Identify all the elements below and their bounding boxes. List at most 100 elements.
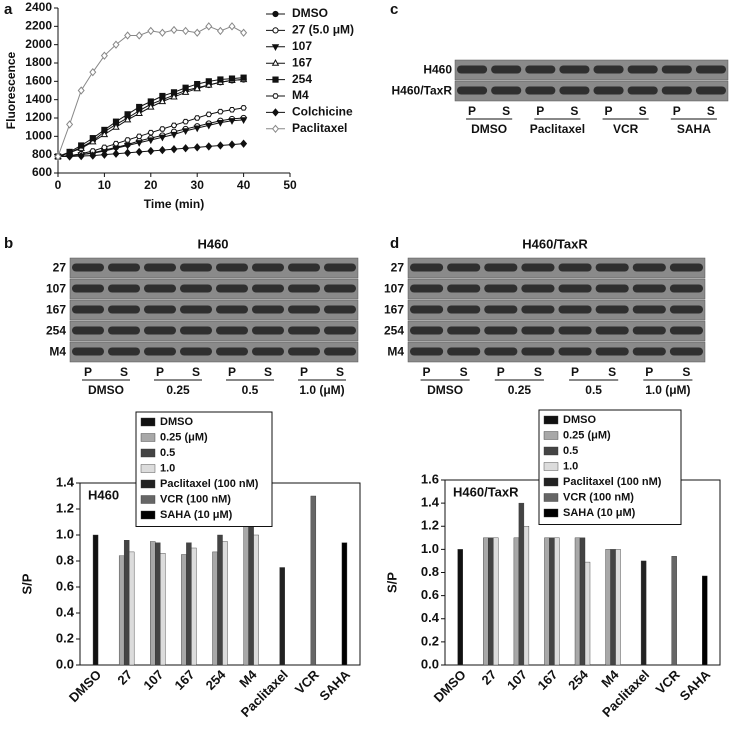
blot-band bbox=[288, 284, 320, 293]
legend-marker bbox=[271, 108, 280, 117]
data-point bbox=[147, 137, 155, 145]
blot-strip bbox=[69, 320, 359, 342]
data-point bbox=[217, 76, 224, 83]
x-tick-label: SAHA bbox=[316, 667, 353, 704]
lane-label: P bbox=[300, 365, 308, 379]
data-point bbox=[112, 123, 120, 130]
y-tick-label: 1000 bbox=[25, 129, 52, 143]
blot-row-label: M4 bbox=[49, 345, 66, 359]
lane-label: S bbox=[707, 104, 715, 118]
bar bbox=[123, 540, 130, 666]
bar bbox=[523, 526, 530, 666]
y-tick-label: 1.4 bbox=[421, 495, 440, 510]
bar bbox=[640, 560, 647, 666]
bar bbox=[549, 537, 555, 666]
data-point bbox=[240, 105, 247, 111]
blot-band bbox=[180, 305, 212, 314]
blot-strip bbox=[407, 257, 706, 279]
data-point bbox=[66, 120, 74, 129]
y-tick-label: 0.6 bbox=[421, 587, 439, 602]
blot-band bbox=[72, 263, 104, 272]
data-point bbox=[170, 92, 178, 100]
blot-band bbox=[324, 263, 356, 272]
blot-band bbox=[108, 326, 140, 335]
data-point bbox=[100, 51, 108, 60]
plot-label: H460 bbox=[88, 487, 119, 502]
bar bbox=[222, 541, 228, 666]
group-label: 0.25 bbox=[508, 383, 532, 397]
data-point bbox=[124, 148, 132, 157]
blot-band bbox=[108, 305, 140, 314]
blot-band bbox=[108, 347, 140, 356]
lane-label: S bbox=[682, 365, 690, 379]
lane-label: S bbox=[570, 104, 578, 118]
blot-band bbox=[410, 284, 444, 293]
blot-band bbox=[108, 284, 140, 293]
legend-swatch bbox=[543, 462, 559, 471]
data-point bbox=[239, 117, 248, 124]
data-point bbox=[193, 28, 201, 37]
data-point bbox=[228, 106, 236, 113]
data-point bbox=[77, 151, 85, 161]
blot-band bbox=[491, 86, 522, 95]
blot-band bbox=[447, 305, 481, 314]
data-point bbox=[193, 125, 201, 133]
blot-band bbox=[559, 65, 590, 74]
blot-band bbox=[484, 263, 518, 272]
blot-strip bbox=[407, 341, 706, 363]
lane-label: P bbox=[497, 365, 505, 379]
y-tick-label: 1400 bbox=[25, 92, 52, 106]
blot-band bbox=[288, 347, 320, 356]
data-point bbox=[159, 92, 166, 100]
lane-label: S bbox=[264, 365, 272, 379]
data-point bbox=[77, 86, 85, 95]
group-label: 1.0 (μM) bbox=[299, 383, 344, 397]
data-point bbox=[147, 129, 154, 136]
y-tick-label: 0.4 bbox=[421, 610, 440, 625]
lane-label: S bbox=[639, 104, 647, 118]
legend-swatch bbox=[140, 433, 156, 442]
x-tick-label: 50 bbox=[283, 178, 297, 192]
group-label: SAHA bbox=[677, 122, 711, 136]
y-tick-label: 1200 bbox=[25, 110, 52, 124]
data-point bbox=[216, 26, 224, 36]
bar bbox=[253, 534, 259, 666]
panel-label: b bbox=[4, 235, 13, 252]
data-point bbox=[205, 22, 213, 31]
data-point bbox=[205, 122, 213, 130]
blot-band bbox=[447, 347, 481, 356]
data-point bbox=[54, 152, 62, 161]
lane-label: P bbox=[605, 104, 613, 118]
group-label: 1.0 (μM) bbox=[645, 383, 690, 397]
data-point bbox=[89, 68, 97, 77]
blot-band bbox=[521, 284, 555, 293]
bar bbox=[181, 554, 187, 666]
blot-band bbox=[288, 263, 320, 272]
data-point bbox=[194, 80, 201, 88]
lane-label: P bbox=[468, 104, 476, 118]
legend-label: 254 bbox=[292, 72, 312, 86]
lane-label: S bbox=[502, 104, 510, 118]
data-point bbox=[123, 142, 132, 150]
blot-band bbox=[558, 263, 592, 272]
legend-label: VCR (100 nM) bbox=[160, 493, 231, 505]
x-tick-label: 167 bbox=[535, 667, 561, 693]
legend-label: DMSO bbox=[292, 6, 328, 20]
data-point bbox=[135, 109, 143, 116]
blot-band bbox=[595, 347, 629, 356]
blot-strip bbox=[407, 299, 706, 321]
y-tick-label: 1600 bbox=[25, 74, 52, 88]
lane-label: S bbox=[336, 365, 344, 379]
bar bbox=[605, 549, 611, 666]
y-tick-label: 0.4 bbox=[56, 604, 75, 619]
bar bbox=[243, 521, 249, 666]
blot-band bbox=[324, 284, 356, 293]
bar bbox=[488, 537, 494, 666]
y-tick-label: 1.2 bbox=[56, 500, 74, 515]
legend-swatch bbox=[140, 417, 156, 427]
blot-band bbox=[559, 86, 590, 95]
y-tick-label: 0.2 bbox=[56, 630, 74, 645]
data-point bbox=[78, 142, 85, 149]
data-point bbox=[205, 111, 212, 118]
